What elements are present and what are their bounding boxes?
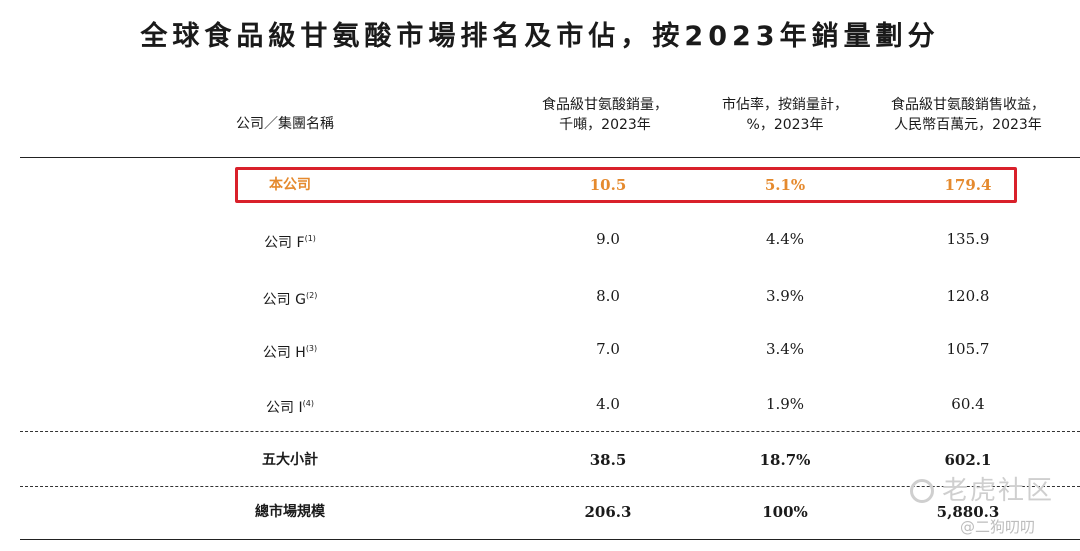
volume-value: 4.0 <box>596 395 620 413</box>
watermark-logo: 老虎社区 <box>910 470 1054 507</box>
table-row: 公司 G(2) 8.0 3.9% 120.8 <box>0 281 1080 311</box>
watermark-author: @二狗叨叨 <box>960 518 1036 536</box>
highlight-box <box>235 167 1017 203</box>
table-row: 公司 I(4) 4.0 1.9% 60.4 <box>0 389 1080 419</box>
revenue-value: 120.8 <box>946 287 990 305</box>
footnote-ref: (1) <box>304 234 316 243</box>
footnote-ref: (3) <box>305 344 318 353</box>
company-name-cell: 公司 I(4) <box>200 389 380 423</box>
subtotal-revenue: 602.1 <box>944 451 992 469</box>
share-value: 5.1% <box>764 176 806 194</box>
header-share-line2: %，2023年 <box>746 117 824 133</box>
share-value: 4.4% <box>765 230 805 248</box>
volume-value: 8.0 <box>596 287 620 305</box>
header-volume: 食品級甘氨酸銷量， 千噸，2023年 <box>505 95 705 135</box>
subtotal-row: 五大小計 38.5 18.7% 602.1 <box>0 445 1080 475</box>
subtotal-share: 18.7% <box>759 451 811 469</box>
footnote-ref: (2) <box>305 291 318 300</box>
share-value: 3.9% <box>765 287 805 305</box>
page-title: 全球食品級甘氨酸市場排名及市佔，按2023年銷量劃分 <box>140 21 940 52</box>
header-company: 公司／集團名稱 <box>236 116 334 132</box>
share-value: 1.9% <box>765 395 805 413</box>
subtotal-label: 五大小計 <box>262 452 318 468</box>
watermark-text: 老虎社区 <box>942 476 1055 506</box>
company-name: 公司 G <box>262 292 306 308</box>
header-divider <box>20 157 1080 158</box>
total-revenue: 5,880.3 <box>936 503 1000 521</box>
share-value: 3.4% <box>765 340 805 358</box>
total-share: 100% <box>762 503 808 521</box>
table-row: 本公司 10.5 5.1% 179.4 <box>0 170 1080 200</box>
total-volume: 206.3 <box>584 503 632 521</box>
revenue-value: 60.4 <box>951 395 985 413</box>
table-bottom-border <box>20 539 1080 540</box>
company-name: 公司 F <box>264 235 305 251</box>
table-row: 公司 H(3) 7.0 3.4% 105.7 <box>0 334 1080 364</box>
company-name-cell: 公司 F(1) <box>200 224 380 258</box>
revenue-value: 135.9 <box>946 230 990 248</box>
header-share-line1: 市佔率，按銷量計， <box>722 97 848 113</box>
company-name: 公司 I <box>266 400 303 416</box>
table-row: 公司 F(1) 9.0 4.4% 135.9 <box>0 224 1080 254</box>
total-label: 總市場規模 <box>255 504 325 520</box>
header-volume-line2: 千噸，2023年 <box>559 117 651 133</box>
header-revenue-line1: 食品級甘氨酸銷售收益， <box>891 97 1045 113</box>
subtotal-volume: 38.5 <box>589 451 627 469</box>
company-name: 本公司 <box>269 177 311 193</box>
revenue-value: 179.4 <box>944 176 992 194</box>
volume-value: 10.5 <box>589 176 627 194</box>
volume-value: 7.0 <box>596 340 620 358</box>
total-divider <box>20 486 1080 487</box>
company-name-cell: 公司 G(2) <box>200 281 380 315</box>
total-row: 總市場規模 206.3 100% 5,880.3 <box>0 497 1080 527</box>
header-volume-line1: 食品級甘氨酸銷量， <box>542 97 668 113</box>
footnote-ref: (4) <box>302 399 314 408</box>
header-revenue: 食品級甘氨酸銷售收益， 人民幣百萬元，2023年 <box>868 95 1068 135</box>
header-share: 市佔率，按銷量計， %，2023年 <box>685 95 885 135</box>
company-name: 公司 H <box>262 345 306 361</box>
subtotal-divider <box>20 431 1080 432</box>
company-name-cell: 公司 H(3) <box>200 334 380 368</box>
volume-value: 9.0 <box>596 230 620 248</box>
header-revenue-line2: 人民幣百萬元，2023年 <box>894 117 1042 133</box>
tiger-logo-icon <box>910 479 934 503</box>
revenue-value: 105.7 <box>946 340 990 358</box>
